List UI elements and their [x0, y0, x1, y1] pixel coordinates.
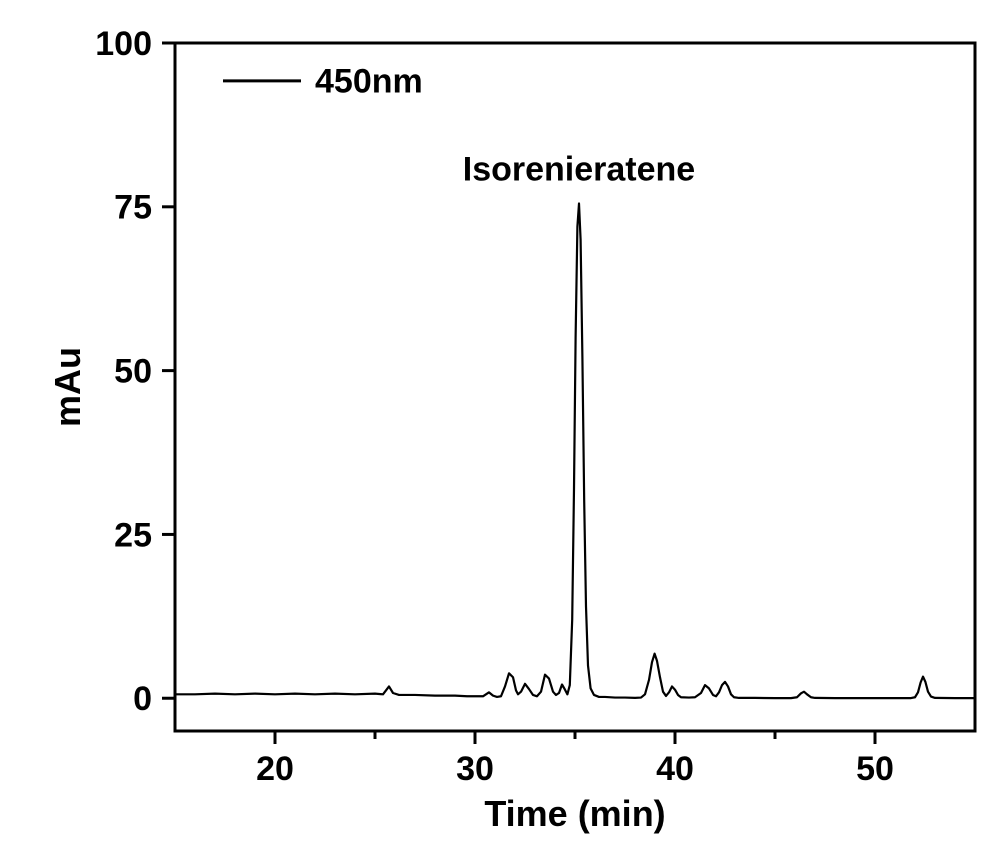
chromatogram-chart: 20 30 40 50 0 25 50 75 100 Time (min) mAu 450nm Isor…: [0, 0, 1000, 866]
x-axis-title: Time (min): [484, 793, 665, 834]
x-tick-label: 20: [256, 750, 294, 788]
peak-label: Isorenieratene: [463, 151, 695, 189]
x-tick-label: 50: [856, 750, 894, 788]
y-tick-label: 50: [114, 353, 152, 391]
y-tick-label: 25: [114, 516, 152, 554]
y-tick-label: 75: [114, 189, 152, 227]
x-tick-label: 40: [656, 750, 694, 788]
y-axis-title: mAu: [47, 347, 88, 427]
y-tick-label: 100: [95, 25, 152, 63]
x-tick-label: 30: [456, 750, 494, 788]
legend-label: 450nm: [315, 63, 423, 101]
y-tick-label: 0: [133, 680, 152, 718]
